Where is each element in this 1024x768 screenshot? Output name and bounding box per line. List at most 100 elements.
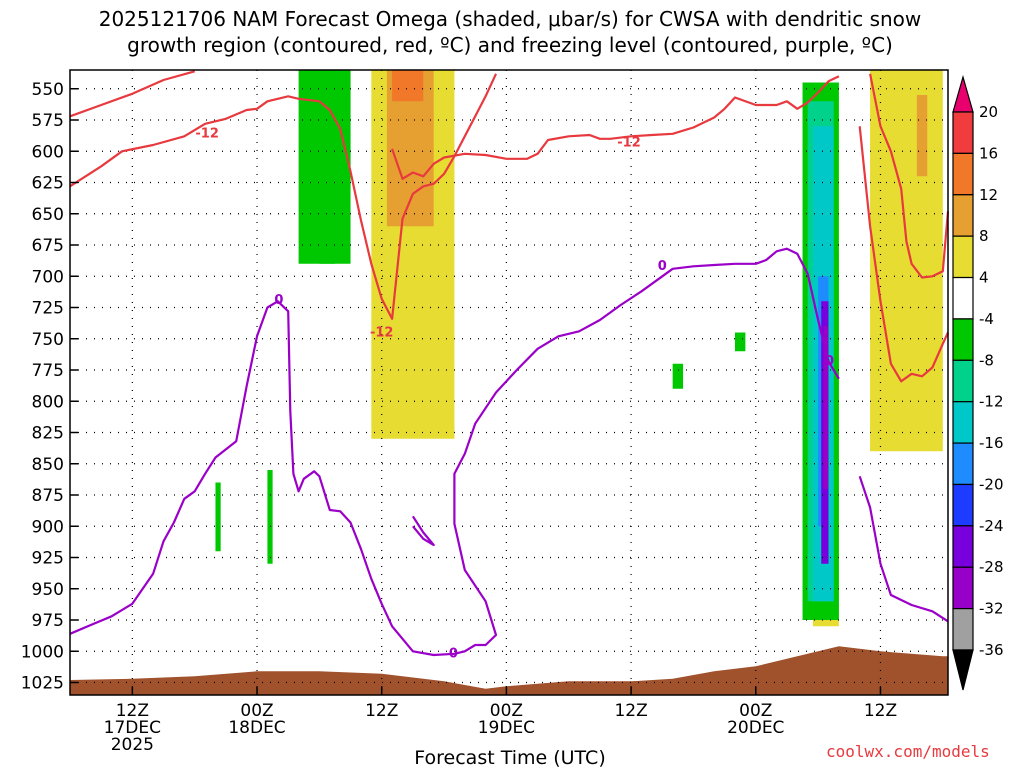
- x-tick-label-0-1: 17DEC: [104, 718, 161, 738]
- colorbar-swatch-7: [952, 401, 974, 444]
- colorbar-swatch-8: [952, 442, 974, 486]
- dgz-contour-main: [69, 73, 497, 320]
- y-tick-label-2: 600: [32, 142, 64, 162]
- colorbar-swatch-4: [952, 276, 974, 320]
- y-tick-label-1: 575: [32, 111, 64, 131]
- colorbar-label-9: -20: [979, 475, 1004, 493]
- chart-title-line-2: growth region (contoured, red, ºC) and f…: [127, 33, 893, 57]
- y-tick-label-6: 700: [32, 267, 64, 287]
- y-tick-label-17: 975: [32, 611, 64, 631]
- y-tick-label-13: 875: [32, 486, 64, 506]
- colorbar-swatch-2: [952, 194, 974, 237]
- y-axis: 550 575 600 625 650 675 700 725 750 775 800 825 850 8…: [21, 80, 78, 694]
- colorbar-swatch-12: [952, 608, 974, 651]
- dgz-contour-mid: [391, 75, 840, 180]
- colorbar-label-13: -36: [979, 641, 1004, 659]
- colorbar-label-5: -4: [979, 310, 994, 328]
- chart-title-line-1: 2025121706 NAM Forecast Omega (shaded, μ…: [99, 7, 922, 31]
- terrain-layer: [70, 646, 948, 695]
- colorbar-label-10: -24: [979, 517, 1004, 535]
- colorbar-label-4: 4: [979, 269, 989, 287]
- x-tick-label-4-0: 12Z: [614, 701, 647, 721]
- colorbar-label-1: 16: [979, 144, 998, 162]
- omega-region-6: [319, 238, 335, 264]
- omega-region-21: [823, 326, 829, 489]
- freezing-label-2: 0: [449, 647, 458, 662]
- colorbar-top-arrow: [952, 74, 974, 113]
- freezing-contour-small: [411, 515, 435, 547]
- y-tick-label-18: 1000: [21, 642, 64, 662]
- credit-text: coolwx.com/models: [826, 742, 990, 761]
- x-tick-label-1-1: 18DEC: [228, 718, 285, 738]
- freezing-contour-left: [69, 247, 840, 657]
- dgz-label-0: -12: [195, 127, 219, 142]
- x-tick-label-6-0: 12Z: [864, 701, 897, 721]
- dgz-contour-upper: [69, 70, 195, 118]
- x-tick-label-0-2: 2025: [111, 735, 154, 755]
- dgz-label-1: -12: [370, 325, 394, 340]
- colorbar-label-11: -28: [979, 558, 1004, 576]
- colorbar-label-3: 8: [979, 227, 989, 245]
- colorbar-label-12: -32: [979, 600, 1004, 618]
- colorbar-label-2: 12: [979, 186, 998, 204]
- x-axis-label: Forecast Time (UTC): [414, 747, 605, 768]
- colorbar-bottom-arrow: [952, 649, 974, 691]
- y-tick-label-0: 550: [32, 80, 64, 100]
- y-tick-label-3: 625: [32, 174, 64, 194]
- contour-lines: [69, 70, 950, 657]
- colorbar: 20 16 12 8 4 -4 -8 -12 -16 -20 -24 -28 -32 -36: [952, 74, 1004, 691]
- y-tick-label-10: 800: [32, 392, 64, 412]
- plot-frame: [69, 69, 949, 696]
- omega-region-11: [870, 70, 943, 452]
- colorbar-label-7: -12: [979, 393, 1004, 411]
- x-tick-label-5-0: 00Z: [739, 701, 772, 721]
- x-tick-label-3-0: 00Z: [490, 701, 523, 721]
- freezing-contour-right: [858, 475, 949, 623]
- x-tick-label-5-1: 20DEC: [727, 718, 784, 738]
- colorbar-swatch-0: [952, 111, 974, 154]
- y-tick-label-19: 1025: [21, 674, 64, 694]
- contour-labels: -12 -12 -12 0 0 0 0: [195, 127, 834, 662]
- y-tick-label-5: 675: [32, 236, 64, 256]
- x-tick-label-1-0: 00Z: [240, 701, 273, 721]
- omega-region-9: [672, 363, 684, 389]
- omega-region-12: [916, 95, 928, 177]
- y-tick-label-4: 650: [32, 205, 64, 225]
- freezing-label-3: 0: [825, 354, 834, 369]
- y-tick-label-7: 725: [32, 299, 64, 319]
- y-tick-label-9: 775: [32, 361, 64, 381]
- omega-region-10: [734, 332, 746, 352]
- x-tick-label-0-0: 12Z: [116, 701, 149, 721]
- dgz-contour-right: [869, 73, 950, 279]
- omega-shading: [215, 70, 943, 627]
- colorbar-label-6: -8: [979, 351, 994, 369]
- dgz-label-2: -12: [617, 135, 641, 150]
- colorbar-label-8: -16: [979, 434, 1004, 452]
- omega-region-7: [215, 482, 221, 552]
- colorbar-swatch-5: [952, 318, 974, 361]
- colorbar-swatch-3: [952, 235, 974, 279]
- y-tick-label-14: 900: [32, 517, 64, 537]
- y-tick-label-8: 750: [32, 330, 64, 350]
- terrain-fill: [70, 646, 948, 695]
- x-tick-label-2-0: 12Z: [365, 701, 398, 721]
- colorbar-swatch-10: [952, 525, 974, 568]
- freezing-label-1: 0: [658, 259, 667, 274]
- omega-region-4: [303, 70, 315, 158]
- freezing-label-0: 0: [274, 293, 283, 308]
- colorbar-swatch-6: [952, 359, 974, 403]
- colorbar-swatch-1: [952, 152, 974, 196]
- omega-region-2: [392, 70, 424, 102]
- dgz-contour-right-2: [858, 126, 949, 383]
- grid-lines: [70, 70, 948, 695]
- colorbar-label-0: 20: [979, 103, 998, 121]
- colorbar-swatch-9: [952, 483, 974, 527]
- y-tick-label-11: 825: [32, 424, 64, 444]
- colorbar-swatch-11: [952, 566, 974, 610]
- y-tick-label-16: 950: [32, 580, 64, 600]
- x-tick-label-3-1: 19DEC: [478, 718, 535, 738]
- omega-region-8: [267, 470, 273, 564]
- y-tick-label-15: 925: [32, 549, 64, 569]
